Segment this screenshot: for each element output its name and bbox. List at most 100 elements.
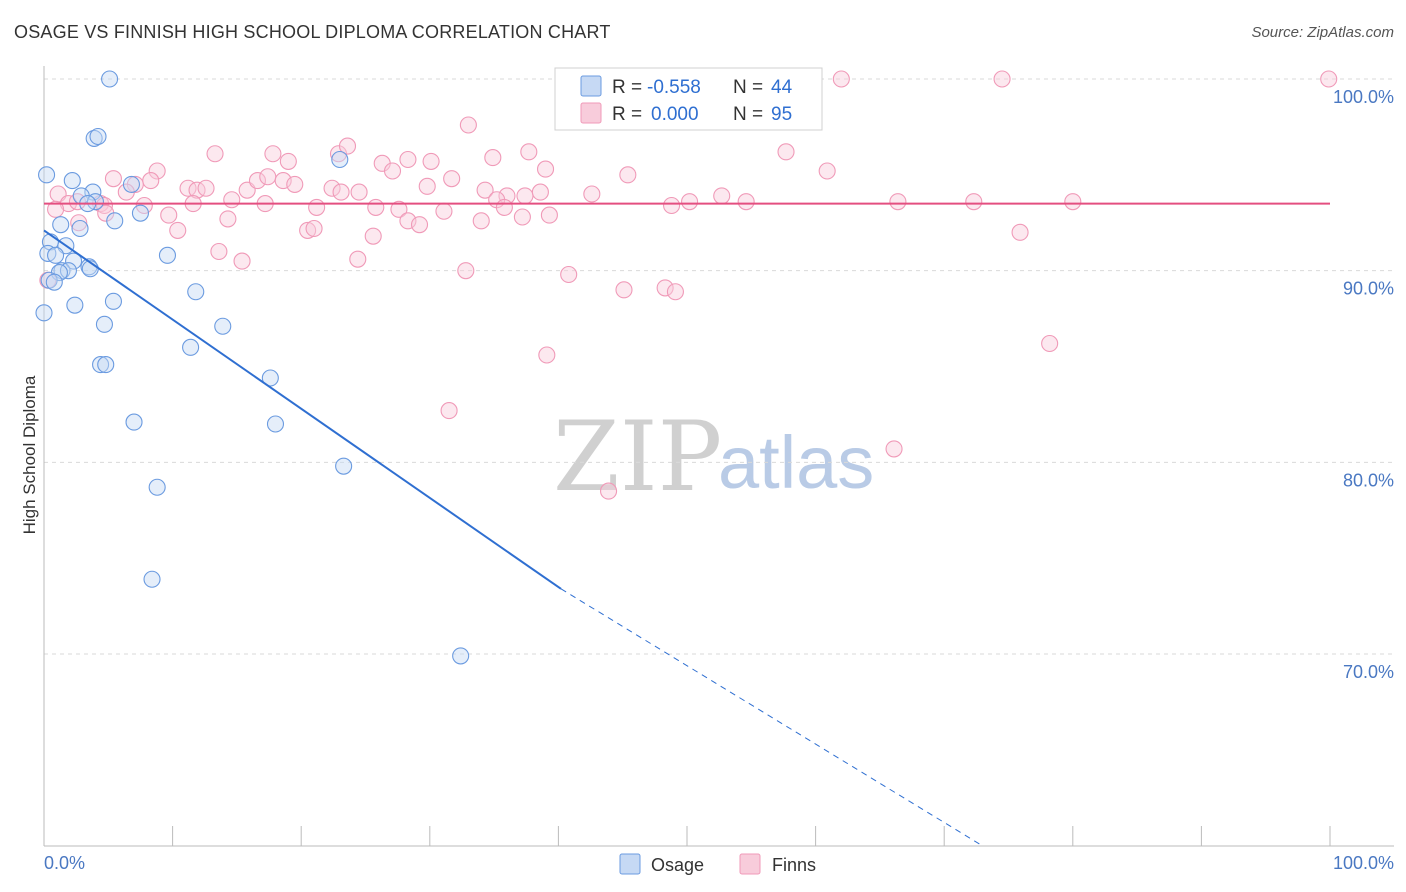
bottom-legend-finns-swatch: [739, 853, 761, 875]
finns-point: [169, 221, 187, 239]
finns-point: [818, 162, 836, 180]
y-tick-labels: 100.0% 90.0% 80.0% 70.0%: [1333, 87, 1394, 682]
legend-osage-n-label: N =: [733, 77, 763, 98]
finns-point: [364, 227, 382, 245]
finns-point: [459, 116, 477, 134]
finns-point: [520, 143, 538, 161]
finns-point: [656, 279, 674, 297]
finns-point: [777, 143, 795, 161]
finns-point: [583, 185, 601, 203]
bottom-legend-osage-swatch: [619, 853, 641, 875]
legend: R = -0.558 N = 44 R = 0.000 N = 95: [554, 67, 823, 131]
finns-point: [965, 193, 983, 211]
x-tick-label-1: 100.0%: [1333, 853, 1394, 873]
trendlines: [43, 202, 1330, 847]
finns-point: [538, 346, 556, 364]
finns-point: [223, 191, 241, 209]
osage-point: [122, 175, 140, 193]
osage-point: [52, 216, 70, 234]
osage-point: [148, 478, 166, 496]
osage-point: [63, 172, 81, 190]
osage-point: [187, 283, 205, 301]
bottom-legend-finns-label: Finns: [772, 855, 816, 875]
finns-point: [206, 145, 224, 163]
osage-point: [158, 246, 177, 264]
osage-point: [182, 338, 200, 356]
axes: [43, 66, 1394, 847]
finns-point: [47, 200, 65, 218]
finns-point: [832, 70, 850, 88]
osage-point: [71, 219, 89, 238]
finns-point: [476, 181, 494, 199]
legend-finns-n-label: N =: [733, 104, 763, 125]
finns-point: [1011, 223, 1029, 241]
finns-point: [440, 402, 458, 420]
finns-point: [349, 250, 367, 268]
finns-point: [305, 219, 323, 238]
osage-point: [331, 150, 349, 169]
finns-point: [70, 214, 88, 232]
finns-point: [233, 252, 251, 270]
finns-point: [737, 193, 755, 211]
osage-point: [38, 166, 56, 184]
osage-trendline-extension: [560, 588, 984, 847]
finns-point: [210, 242, 228, 261]
legend-osage-n-value: 44: [771, 77, 793, 98]
osage-point: [125, 413, 143, 431]
grid: [44, 78, 1394, 655]
finns-point: [472, 212, 490, 230]
osage-point: [97, 356, 115, 374]
legend-finns-n-value: 95: [771, 104, 792, 125]
y-tick-label-100: 100.0%: [1333, 87, 1394, 107]
legend-osage-r-value: -0.558: [647, 77, 701, 98]
finns-point: [666, 283, 684, 301]
finns-point: [540, 206, 558, 224]
finns-point: [619, 166, 637, 184]
osage-point: [131, 204, 149, 222]
finns-point: [484, 149, 502, 167]
legend-finns-swatch: [580, 102, 602, 124]
finns-point: [418, 177, 436, 195]
finns-point: [350, 183, 368, 201]
finns-point: [713, 187, 731, 205]
finns-point: [383, 162, 402, 180]
watermark: ZIP atlas: [553, 401, 874, 513]
osage-point: [45, 273, 63, 291]
osage-point: [143, 570, 161, 588]
osage-point: [92, 356, 110, 374]
chart-title: OSAGE VS FINNISH HIGH SCHOOL DIPLOMA COR…: [14, 22, 611, 42]
x-tick-label-0: 0.0%: [44, 853, 85, 873]
finns-point: [148, 162, 166, 180]
finns-point: [513, 208, 531, 226]
x-ticks: [43, 826, 1331, 846]
y-tick-label-70: 70.0%: [1343, 662, 1394, 682]
finns-point: [323, 179, 341, 197]
osage-point: [452, 647, 470, 665]
osage-point: [35, 304, 53, 322]
finns-point: [889, 193, 907, 211]
finns-point: [219, 210, 237, 228]
osage-point: [261, 369, 279, 387]
finns-point: [160, 206, 178, 224]
finns-point: [531, 183, 549, 201]
finns-point: [422, 152, 440, 170]
finns-point: [264, 145, 282, 163]
y-axis-title: High School Diploma: [20, 375, 39, 534]
watermark-zip: ZIP: [553, 401, 722, 513]
osage-point: [101, 70, 119, 88]
legend-finns-r-label: R =: [612, 104, 642, 125]
finns-point: [367, 198, 385, 216]
osage-point: [106, 212, 124, 230]
finns-point: [435, 202, 453, 220]
finns-point: [615, 281, 633, 299]
finns-point: [1320, 70, 1338, 88]
chart-source: Source: ZipAtlas.com: [1251, 24, 1394, 41]
osage-point: [89, 127, 107, 146]
finns-point: [399, 150, 417, 169]
finns-point: [104, 170, 122, 188]
finns-point: [197, 179, 215, 197]
legend-osage-swatch: [580, 75, 602, 97]
osage-point: [335, 457, 353, 475]
finns-point: [560, 265, 578, 284]
